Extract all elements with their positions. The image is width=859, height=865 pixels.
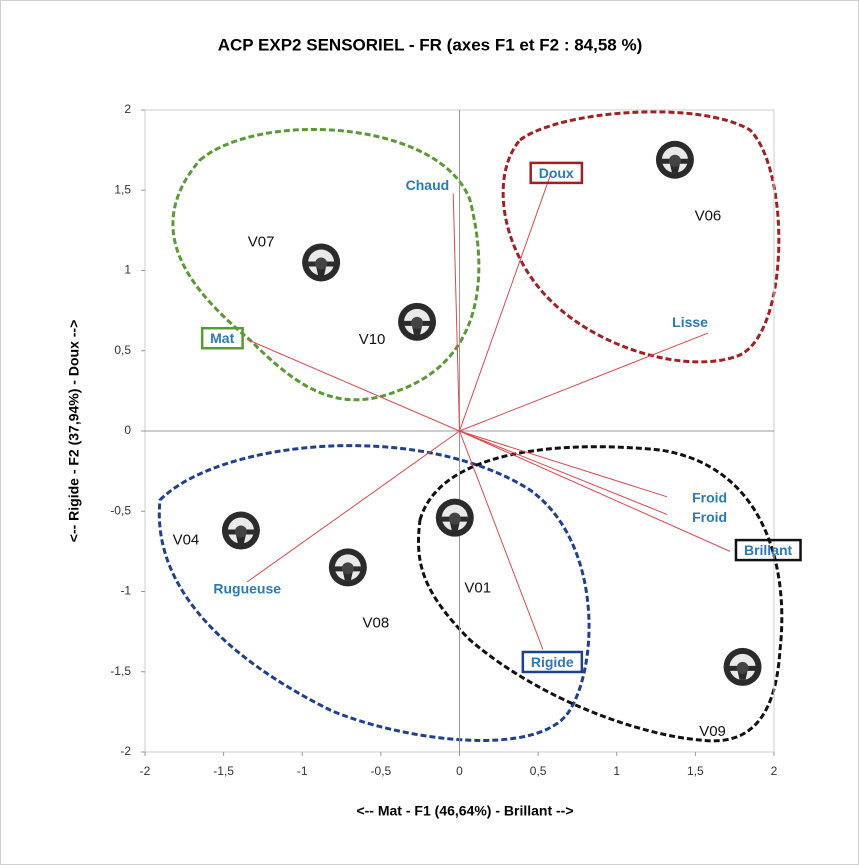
loading-vector (459, 430, 668, 498)
variable-label: Froid (692, 509, 727, 525)
y-tick-label: 2 (124, 102, 131, 116)
variable-label: Rugueuse (213, 581, 281, 597)
observation-label: V04 (173, 531, 200, 548)
y-tick-label: 1 (124, 263, 131, 277)
variable-box (529, 161, 584, 185)
group-outline (416, 445, 784, 743)
observation-point (723, 647, 762, 686)
wheel-hub (411, 316, 424, 329)
observation-point (435, 498, 474, 537)
variable-box (521, 650, 584, 674)
loading-vector (459, 430, 544, 650)
y-tick-label: 1,5 (114, 182, 131, 196)
chart-title: ACP EXP2 SENSORIEL - FR (axes F1 et F2 :… (218, 35, 643, 54)
wheel-hub (341, 562, 354, 575)
variable-label: Chaud (406, 177, 450, 193)
observation-label: V07 (248, 233, 275, 250)
observation-label: V09 (699, 723, 726, 740)
observation-label: V06 (695, 208, 722, 225)
variable-label: Doux (539, 165, 574, 181)
observation-point (398, 302, 437, 341)
x-tick-label: 2 (771, 764, 778, 778)
y-tick-label: -1 (120, 584, 131, 598)
x-tick-label: 1 (613, 764, 620, 778)
x-tick-label: 0,5 (530, 764, 547, 778)
loading-vector (459, 430, 668, 515)
observation-point (221, 511, 260, 550)
variable-label: Brillant (744, 542, 793, 558)
variable-label: Froid (692, 490, 727, 506)
y-tick-label: 0,5 (114, 343, 131, 357)
y-tick-label: 0 (124, 423, 131, 437)
observation-label: V08 (363, 614, 390, 631)
x-tick-label: -0,5 (371, 764, 392, 778)
wheel-hub (736, 661, 749, 674)
observation-point (328, 548, 367, 587)
x-tick-label: -1,5 (213, 764, 234, 778)
loading-vector (459, 332, 709, 432)
variable-box (734, 538, 802, 562)
group-outline (157, 444, 591, 742)
x-axis-label: <-- Mat - F1 (46,64%) - Brillant --> (356, 803, 573, 819)
y-tick-label: -2 (120, 744, 131, 758)
observation-point (302, 243, 341, 282)
groups (157, 110, 784, 743)
x-tick-label: -1 (297, 764, 308, 778)
wheel-hub (668, 154, 681, 167)
observation-label: V01 (464, 580, 491, 597)
wheel-hub (448, 512, 461, 525)
observation-label: V10 (359, 331, 386, 348)
y-axis-label: <-- Rigide - F2 (37,94%) - Doux --> (66, 320, 82, 542)
group-outline (171, 127, 481, 402)
y-tick-label: -1,5 (110, 664, 131, 678)
loading-vector (459, 430, 731, 552)
x-tick-label: 0 (456, 764, 463, 778)
wheel-hub (315, 257, 328, 270)
loading-vector (452, 193, 460, 432)
variable-label: Rigide (531, 654, 574, 670)
loading-vector (247, 339, 460, 432)
x-tick-label: 1,5 (687, 764, 704, 778)
variable-label: Lisse (672, 314, 708, 330)
wheel-hub (234, 525, 247, 538)
x-tick-label: -2 (140, 764, 151, 778)
observation-point (655, 140, 694, 179)
loading-vector (246, 430, 460, 583)
variable-box (200, 326, 244, 350)
variable-label: Mat (210, 330, 234, 346)
group-outline (501, 110, 781, 364)
loading-vector (459, 174, 552, 432)
y-tick-label: -0,5 (110, 503, 131, 517)
